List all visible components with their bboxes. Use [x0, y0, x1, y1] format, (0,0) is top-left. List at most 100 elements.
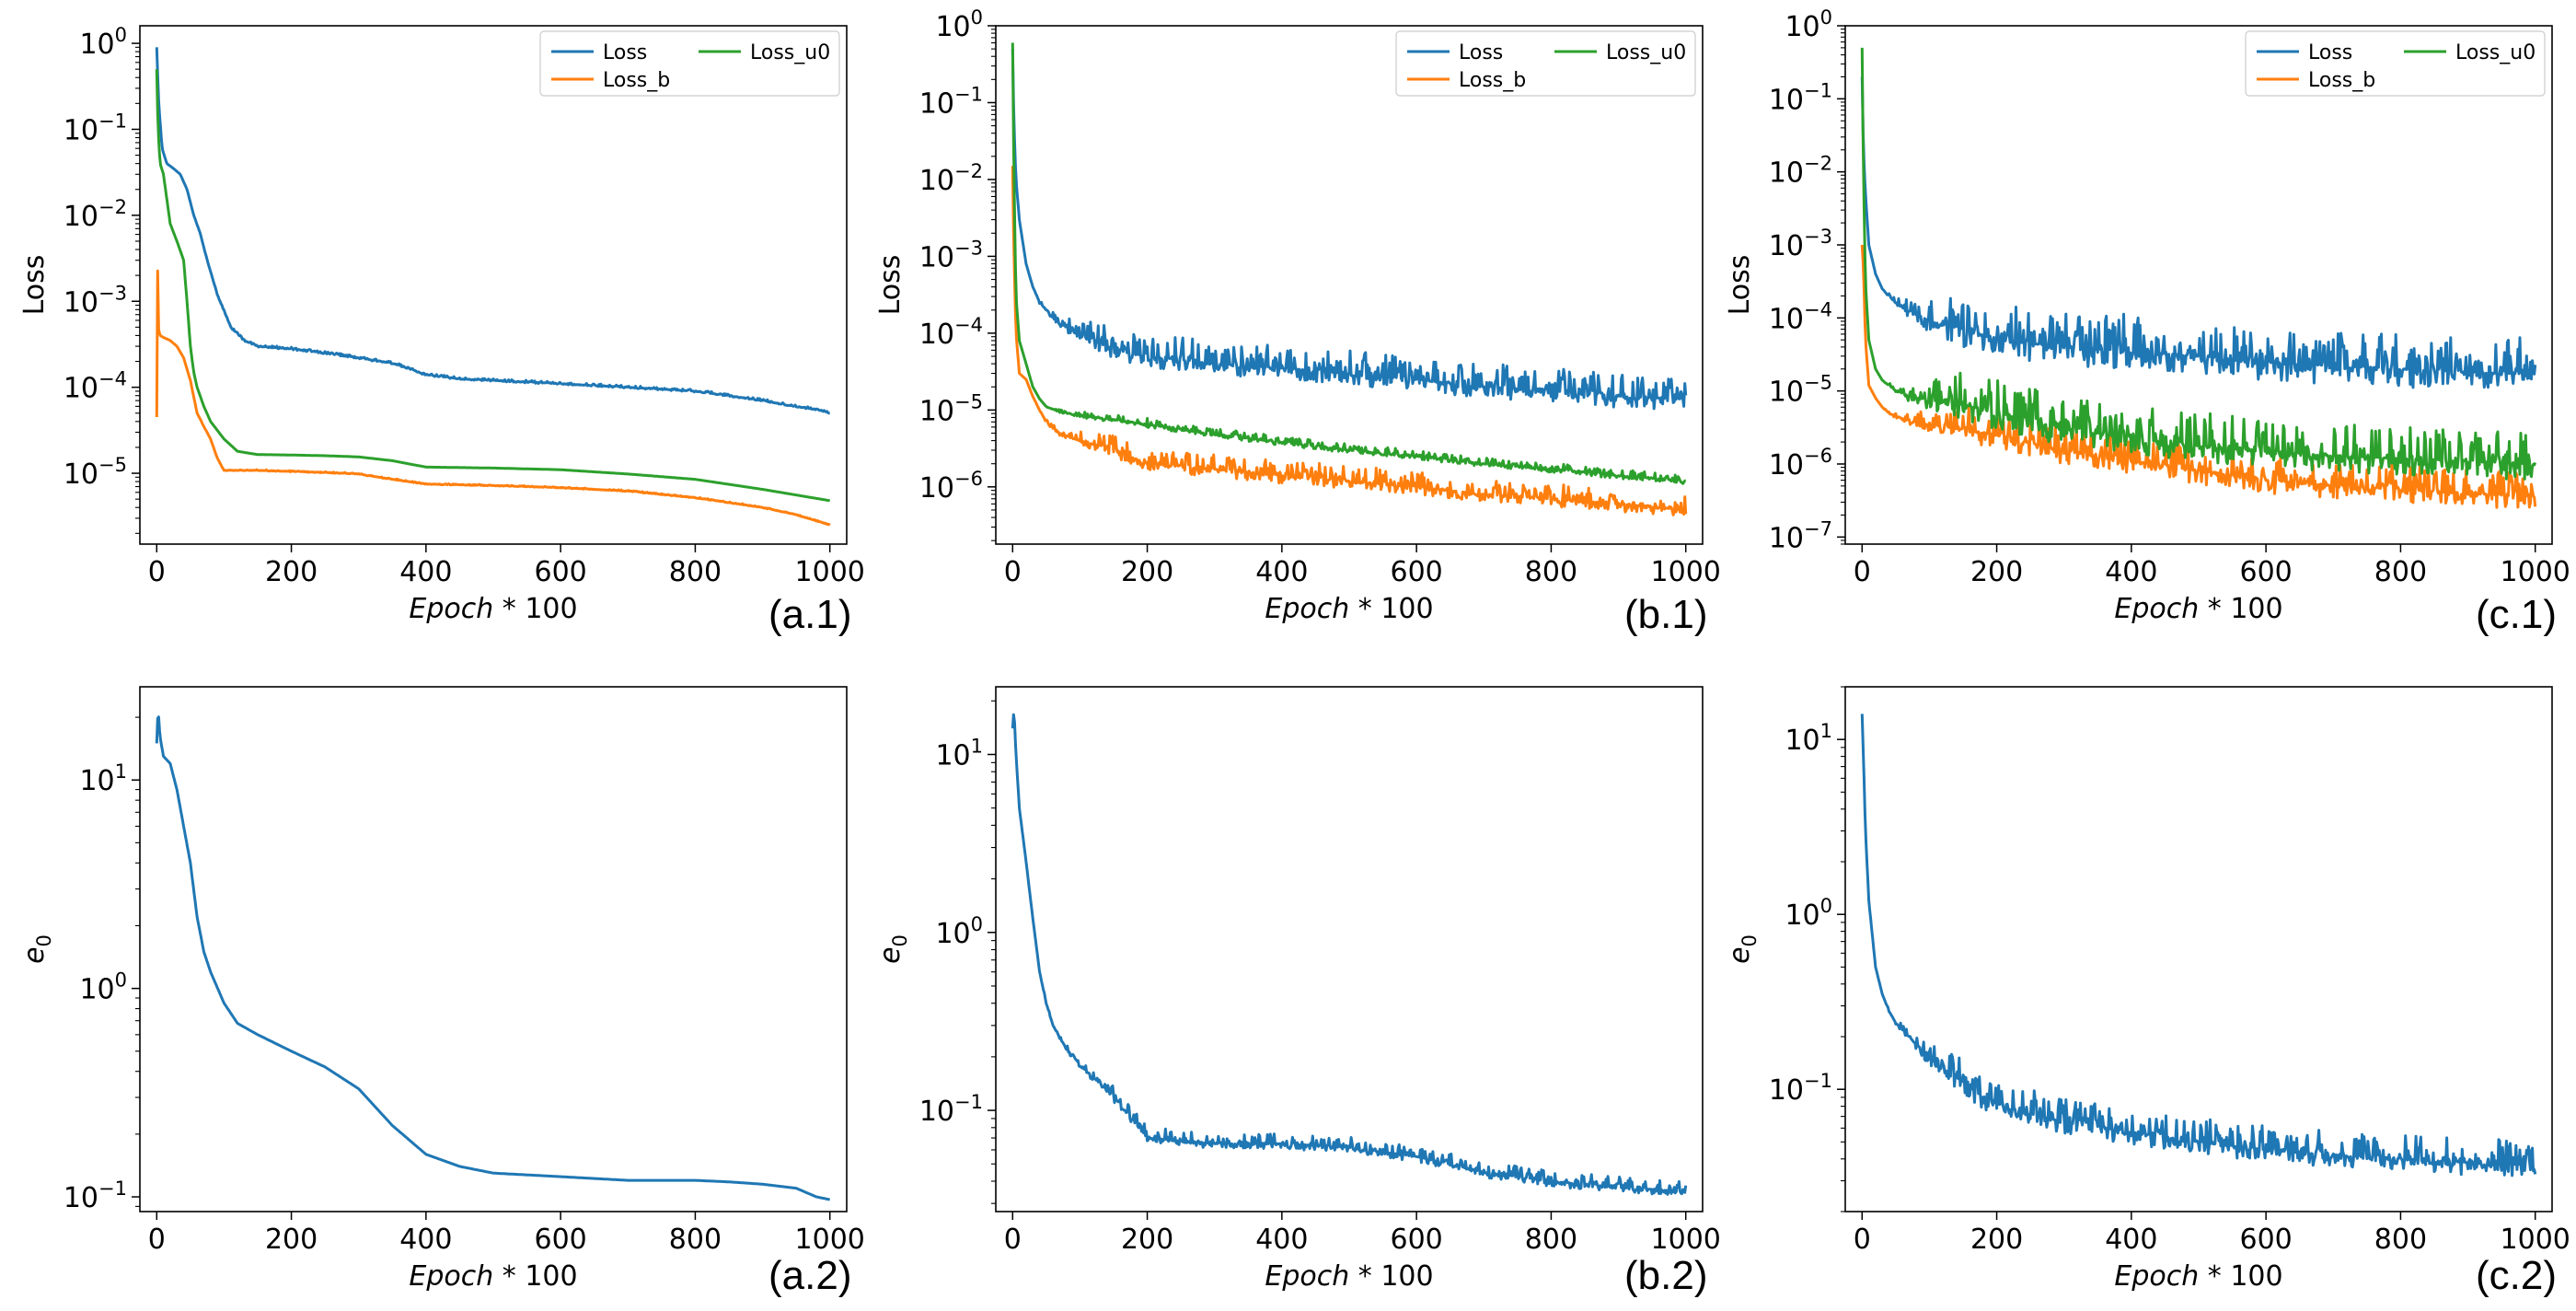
- x-tick-label: 400: [399, 556, 452, 588]
- axes-frame: [139, 686, 848, 1212]
- legend: Loss Loss_b Loss_u0: [539, 30, 840, 97]
- y-tick-label: 10−7: [1769, 517, 1832, 554]
- series-line-loss: [155, 47, 831, 415]
- panel-label: (c.2): [2476, 1253, 2557, 1298]
- x-tick-label: 400: [399, 1224, 452, 1256]
- x-tick-label: 1000: [1651, 1224, 1721, 1256]
- x-tick-label: 600: [535, 556, 587, 588]
- y-tick-label: 10−1: [1769, 1070, 1832, 1107]
- x-tick-label: 600: [1391, 1224, 1443, 1256]
- x-tick-label: 1000: [1651, 556, 1721, 588]
- series-line-loss-b: [1860, 244, 2537, 509]
- series-line-loss-b: [155, 269, 831, 527]
- chart-panel-b2: 0 200 400 600 800 1000 10−1 100 101 Epoch * 100 e0…: [874, 686, 1721, 1298]
- x-tick-label: 0: [1004, 1224, 1022, 1256]
- x-tick-label: 1000: [2501, 1224, 2570, 1256]
- x-tick-label: 800: [1525, 556, 1577, 588]
- x-tick-label: 600: [1391, 556, 1443, 588]
- x-tick-label: 1000: [795, 1224, 865, 1256]
- x-axis-label: Epoch * 100: [2114, 593, 2282, 625]
- series-line-e0: [155, 715, 831, 1201]
- x-tick-label: 600: [535, 1224, 587, 1256]
- series-line-loss-u0: [1011, 42, 1687, 485]
- axes-frame: [1844, 686, 2553, 1212]
- y-axis-label: e0: [1724, 934, 1761, 964]
- y-tick-label: 10−5: [1769, 372, 1832, 409]
- x-tick-label: 400: [2105, 556, 2157, 588]
- series-line-loss-b: [1011, 166, 1688, 516]
- y-tick-label: 10−2: [64, 196, 127, 233]
- x-axis-label: Epoch * 100: [2114, 1260, 2282, 1293]
- x-tick-label: 0: [148, 556, 166, 588]
- chart-panel-b1: 0 200 400 600 800 1000 10−6 10−5 10−4 10−3 10−2 10−…: [874, 6, 1721, 637]
- y-tick-label: 100: [935, 6, 983, 43]
- x-tick-label: 1000: [2501, 556, 2570, 588]
- chart-panel-a2: 0 200 400 600 800 1000 10−1 100 101 Epoch * 100 e0…: [18, 686, 865, 1298]
- legend-label: Loss_u0: [1606, 41, 1686, 64]
- series-line-loss: [1011, 49, 1688, 411]
- chart-panel-c1: 0 200 400 600 800 1000 10−7 10−6 10−5 10−4 10−3 10−…: [1724, 6, 2570, 637]
- panel-label: (c.1): [2476, 592, 2557, 637]
- legend-box: [2245, 30, 2546, 97]
- x-tick-label: 600: [2240, 1224, 2293, 1256]
- y-tick-label: 100: [1785, 6, 1832, 43]
- x-tick-label: 800: [2374, 556, 2427, 588]
- x-tick-label: 0: [1004, 556, 1022, 588]
- x-tick-label: 200: [1970, 556, 2023, 588]
- y-tick-label: 10−4: [1769, 298, 1832, 335]
- y-tick-label: 10−4: [919, 314, 983, 351]
- x-tick-label: 0: [148, 1224, 166, 1256]
- legend-box: [1395, 30, 1696, 97]
- x-tick-label: 800: [1525, 1224, 1577, 1256]
- legend-label: Loss: [603, 41, 647, 64]
- x-tick-label: 400: [1255, 556, 1308, 588]
- panel-label: (a.1): [768, 592, 851, 637]
- y-tick-label: 10−4: [64, 368, 127, 405]
- y-axis-label: Loss: [18, 255, 51, 316]
- y-tick-label: 10−1: [64, 1178, 127, 1214]
- y-axis-label: Loss: [1724, 255, 1756, 316]
- panel-label: (a.2): [768, 1253, 851, 1298]
- x-tick-label: 200: [265, 556, 318, 588]
- legend: Loss Loss_b Loss_u0: [1395, 30, 1696, 97]
- y-axis-label: e0: [874, 934, 911, 964]
- x-tick-label: 800: [2374, 1224, 2427, 1256]
- legend-label: Loss_b: [1459, 69, 1526, 92]
- x-tick-label: 0: [1854, 556, 1871, 588]
- y-tick-label: 10−3: [1769, 226, 1832, 262]
- x-tick-label: 200: [1970, 1224, 2023, 1256]
- legend-label: Loss: [1459, 41, 1503, 64]
- y-tick-label: 10−5: [919, 390, 983, 427]
- y-tick-label: 100: [79, 969, 127, 1006]
- axes-frame: [995, 25, 1704, 545]
- x-tick-label: 400: [2105, 1224, 2157, 1256]
- x-axis-label: Epoch * 100: [409, 593, 577, 625]
- x-tick-label: 0: [1854, 1224, 1871, 1256]
- axes-frame: [1844, 25, 2553, 545]
- x-tick-label: 200: [265, 1224, 318, 1256]
- x-tick-label: 1000: [795, 556, 865, 588]
- y-tick-label: 101: [79, 760, 127, 797]
- series-line-e0: [1860, 714, 2537, 1178]
- chart-panel-c2: 0 200 400 600 800 1000 10−1 100 101 Epoch * 100 e0…: [1724, 686, 2570, 1298]
- legend-label: Loss_u0: [750, 41, 830, 64]
- axes-frame: [139, 25, 848, 545]
- y-tick-label: 10−1: [1769, 79, 1832, 116]
- x-axis-label: Epoch * 100: [1265, 1260, 1433, 1293]
- series-line-loss: [1860, 76, 2537, 389]
- x-tick-label: 200: [1121, 1224, 1173, 1256]
- y-tick-label: 10−1: [64, 110, 127, 146]
- y-axis-label: e0: [18, 934, 55, 964]
- x-tick-label: 800: [669, 556, 722, 588]
- x-tick-label: 200: [1121, 556, 1173, 588]
- series-line-e0: [1011, 713, 1688, 1196]
- legend: Loss Loss_b Loss_u0: [2245, 30, 2546, 97]
- y-tick-label: 100: [1785, 895, 1832, 932]
- y-tick-label: 10−3: [64, 282, 127, 319]
- chart-panel-a1: 0 200 400 600 800 1000 10−5 10−4 10−3 10−2 10−1 100…: [18, 24, 865, 637]
- y-tick-label: 100: [79, 24, 127, 61]
- y-tick-label: 101: [1785, 720, 1832, 757]
- y-tick-label: 100: [935, 913, 983, 950]
- x-tick-label: 400: [1255, 1224, 1308, 1256]
